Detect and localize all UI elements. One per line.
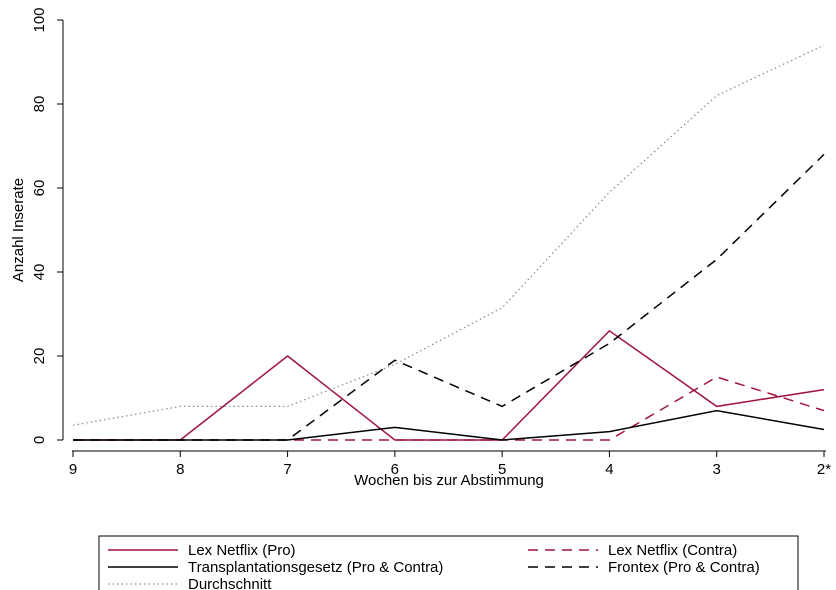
x-tick-label: 3 xyxy=(713,461,721,478)
series-line-lex-netflix-contra xyxy=(73,376,825,441)
legend-box xyxy=(98,535,799,590)
x-tick-label: 8 xyxy=(176,461,184,478)
y-tick-label: 0 xyxy=(31,436,48,444)
legend-label-durchschnitt: Durchschnitt xyxy=(188,576,272,590)
legend-label-lex-netflix-pro: Lex Netflix (Pro) xyxy=(188,542,296,559)
y-tick-label: 20 xyxy=(31,348,48,365)
series-line-frontex-pro-contra xyxy=(73,153,825,441)
series-line-lex-netflix-pro xyxy=(73,329,825,441)
x-tick-label: 4 xyxy=(605,461,613,478)
y-axis-ticks: 0 20 40 60 80 100 xyxy=(31,7,63,444)
y-tick-label: 60 xyxy=(31,180,48,197)
series-lines xyxy=(72,44,825,441)
plot-area: 0 20 40 60 80 100 9 8 7 6 5 4 3 2* xyxy=(31,7,831,478)
y-tick-label: 80 xyxy=(31,96,48,113)
legend-label-frontex-pro-contra: Frontex (Pro & Contra) xyxy=(608,559,760,576)
x-tick-label: 9 xyxy=(69,461,77,478)
x-tick-label: 6 xyxy=(391,461,399,478)
x-tick-label: 2* xyxy=(817,461,831,478)
x-axis-ticks: 9 8 7 6 5 4 3 2* xyxy=(69,451,831,478)
y-tick-label: 100 xyxy=(31,7,48,32)
y-tick-label: 40 xyxy=(31,264,48,281)
x-tick-label: 5 xyxy=(498,461,506,478)
series-line-durchschnitt xyxy=(72,44,825,426)
legend: Lex Netflix (Pro) Lex Netflix (Contra) Tra… xyxy=(98,535,799,590)
x-tick-label: 7 xyxy=(283,461,291,478)
legend-label-lex-netflix-contra: Lex Netflix (Contra) xyxy=(608,542,737,559)
x-axis-title: Wochen bis zur Abstimmung xyxy=(354,472,544,489)
legend-label-transplantationsgesetz-pro-contra: Transplantationsgesetz (Pro & Contra) xyxy=(188,559,443,576)
y-axis-title: Anzahl Inserate xyxy=(10,178,27,282)
